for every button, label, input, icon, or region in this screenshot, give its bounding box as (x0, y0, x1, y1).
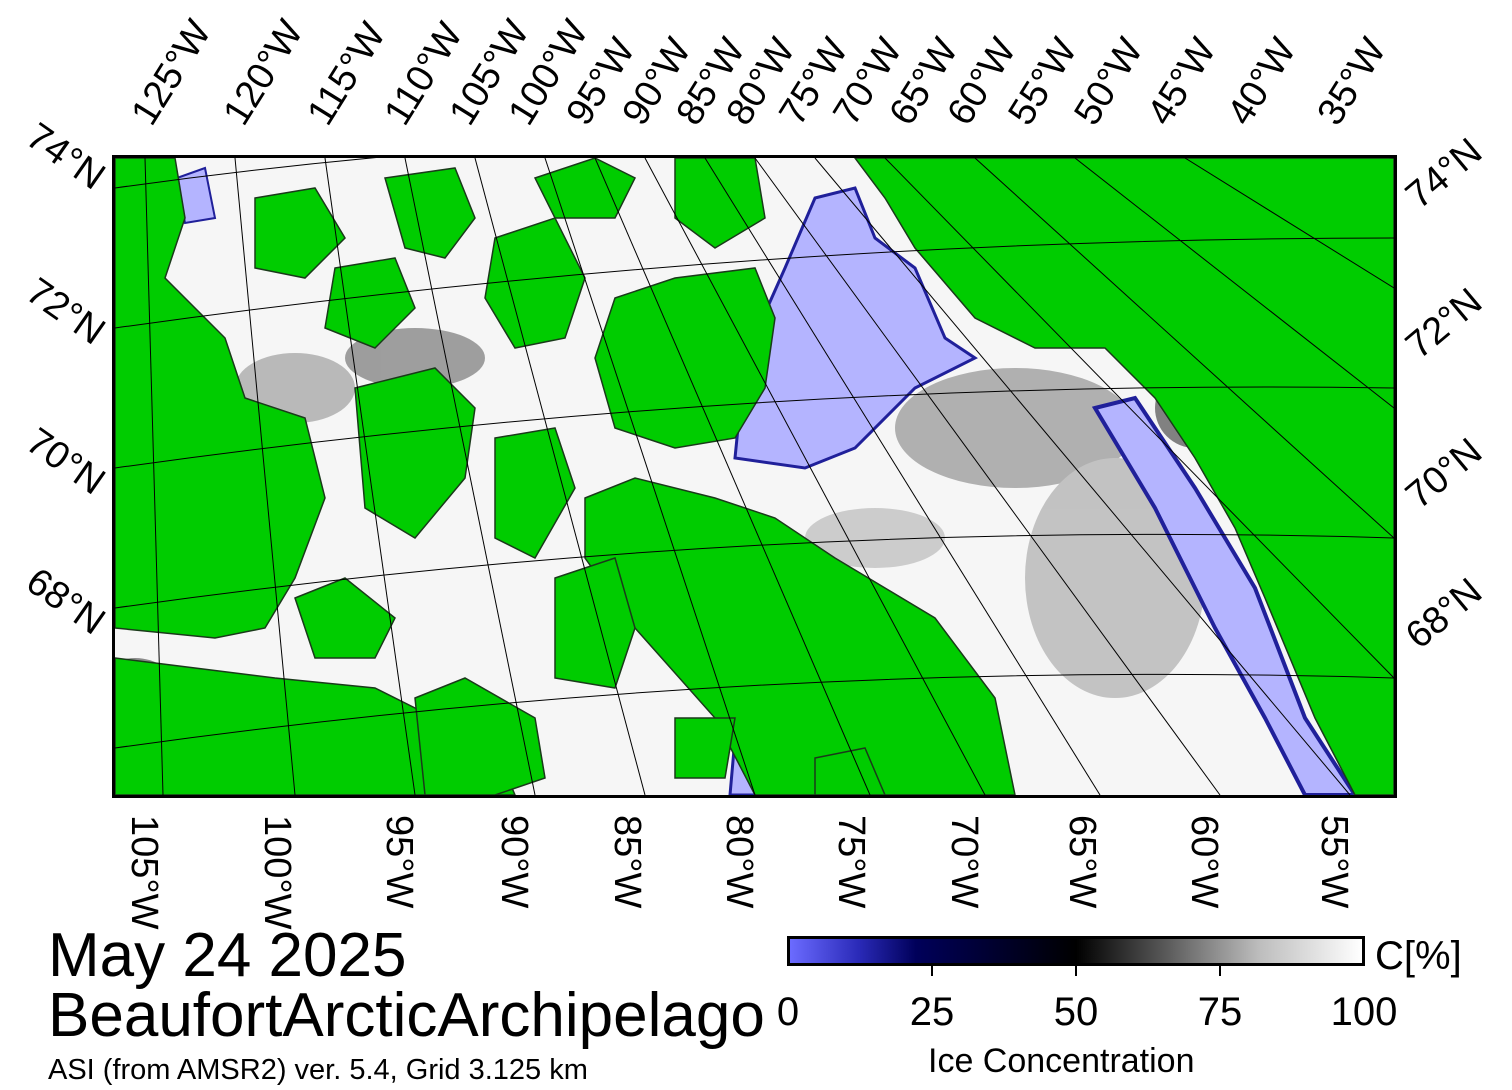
lat-label: 72°N (18, 270, 113, 354)
lat-label: 70°N (1398, 430, 1491, 518)
colorbar-label: Ice Concentration (928, 1042, 1195, 1080)
land (115, 158, 1394, 795)
lat-label: 74°N (1398, 130, 1491, 218)
lon-label: 105°W (123, 815, 165, 930)
map-canvas (115, 158, 1394, 795)
colorbar-tick: 50 (1053, 990, 1099, 1034)
lon-label: 45°W (1139, 31, 1225, 133)
lon-label: 90°W (493, 815, 535, 909)
lon-label: 115°W (299, 15, 395, 133)
colorbar-tick: 100 (1330, 990, 1398, 1034)
colorbar-tick: 75 (1197, 990, 1243, 1034)
colorbar-tick: 25 (909, 990, 955, 1034)
lon-label: 75°W (830, 815, 872, 909)
lon-label: 65°W (1061, 815, 1103, 909)
graticule (115, 158, 1394, 795)
lon-label: 80°W (718, 815, 760, 909)
region-title: BeaufortArcticArchipelago (48, 981, 765, 1050)
colorbar-tickmark (1219, 966, 1221, 976)
lon-label: 85°W (606, 815, 648, 909)
lon-label: 40°W (1219, 31, 1305, 133)
colorbar-tickmark (931, 966, 933, 976)
lon-label: 35°W (1309, 31, 1395, 133)
lat-label: 68°N (1398, 570, 1491, 658)
lon-label: 100°W (256, 815, 298, 930)
lat-label: 68°N (18, 560, 113, 644)
sea-ice-map (112, 155, 1397, 798)
lat-label: 70°N (18, 420, 113, 504)
lon-label: 55°W (1313, 815, 1355, 909)
lon-label: 70°W (943, 815, 985, 909)
data-source: ASI (from AMSR2) ver. 5.4, Grid 3.125 km (48, 1054, 588, 1086)
lat-label: 72°N (1398, 280, 1491, 368)
lat-label: 74°N (18, 115, 113, 199)
map-date: May 24 2025 (48, 921, 407, 990)
lon-label: 50°W (1066, 31, 1152, 133)
lon-label: 125°W (123, 13, 220, 133)
lon-label: 95°W (378, 815, 420, 909)
ice-concentration-colorbar (787, 936, 1365, 966)
lon-label: 60°W (1183, 815, 1225, 909)
lon-label: 120°W (215, 13, 312, 133)
colorbar-tick: 0 (776, 990, 800, 1034)
colorbar-unit: C[%] (1375, 934, 1462, 978)
colorbar-tickmark (1075, 966, 1077, 976)
